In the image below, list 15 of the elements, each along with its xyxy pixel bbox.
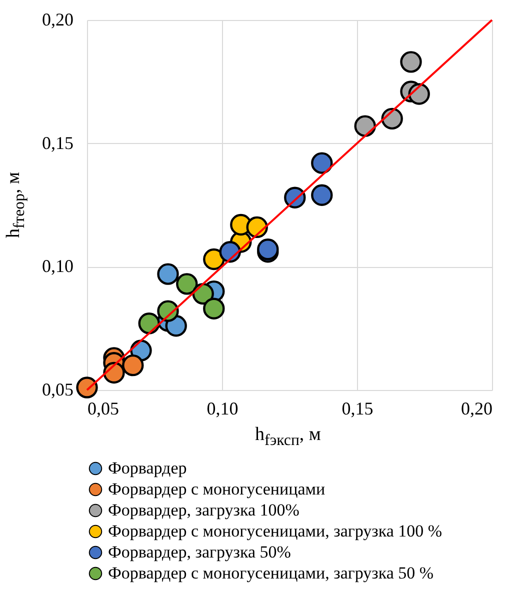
- legend-label: Форвардер с моногусеницами, загрузка 100 %: [108, 522, 442, 540]
- y-tick-label: 0,10: [42, 256, 74, 276]
- legend-label: Форвардер, загрузка 50%: [108, 542, 291, 562]
- y-tick-label: 0,15: [42, 132, 74, 153]
- x-axis-title: h$_{fэксп}$, м: [255, 424, 321, 450]
- x-tick-label: 0,15: [342, 398, 374, 418]
- legend-label: Форвардер с моногусеницами: [108, 480, 326, 498]
- x-tick-label: 0,10: [206, 398, 238, 418]
- legend-label: Форвардер, загрузка 100%: [108, 500, 300, 520]
- x-tick-label: 0,20: [461, 398, 492, 418]
- legend-label: Форвардер с моногусеницами, загрузка 50 %: [108, 564, 434, 582]
- y-tick-label: 0,20: [42, 10, 74, 30]
- y-tick-label: 0,05: [42, 380, 74, 400]
- x-tick-label: 0,05: [88, 398, 119, 418]
- legend-label: Форвардер: [108, 458, 187, 478]
